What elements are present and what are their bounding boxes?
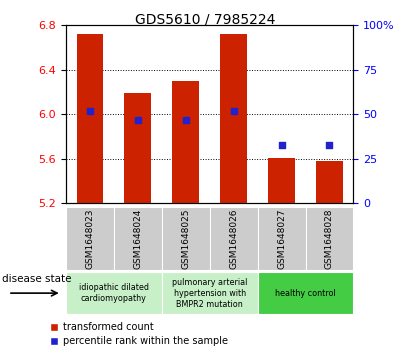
Text: GSM1648023: GSM1648023 (85, 208, 94, 269)
Text: pulmonary arterial
hypertension with
BMPR2 mutation: pulmonary arterial hypertension with BMP… (172, 278, 247, 309)
Bar (316, 161, 343, 203)
Point (326, 142, 333, 147)
Bar (210, 207, 258, 270)
Bar (173, 81, 199, 203)
Point (86, 108, 93, 114)
Text: GSM1648026: GSM1648026 (229, 208, 238, 269)
Point (230, 108, 237, 114)
Bar (76, 34, 103, 203)
Text: GSM1648028: GSM1648028 (325, 208, 334, 269)
Legend: transformed count, percentile rank within the sample: transformed count, percentile rank withi… (50, 322, 228, 346)
Bar (305, 207, 353, 270)
Text: healthy control: healthy control (275, 289, 336, 298)
Text: GSM1648027: GSM1648027 (277, 208, 286, 269)
Bar (162, 207, 210, 270)
Bar (162, 272, 258, 314)
Text: GSM1648024: GSM1648024 (133, 208, 142, 269)
Text: disease state: disease state (2, 274, 72, 284)
Text: GDS5610 / 7985224: GDS5610 / 7985224 (135, 13, 276, 27)
Bar (114, 207, 162, 270)
Bar (125, 93, 151, 203)
Bar (66, 272, 162, 314)
Point (134, 117, 141, 123)
Bar (258, 272, 353, 314)
Bar (220, 34, 247, 203)
Bar (66, 207, 114, 270)
Bar (268, 158, 295, 203)
Point (278, 142, 285, 147)
Text: GSM1648025: GSM1648025 (181, 208, 190, 269)
Text: idiopathic dilated
cardiomyopathy: idiopathic dilated cardiomyopathy (79, 283, 149, 303)
Bar (258, 207, 305, 270)
Point (182, 117, 189, 123)
